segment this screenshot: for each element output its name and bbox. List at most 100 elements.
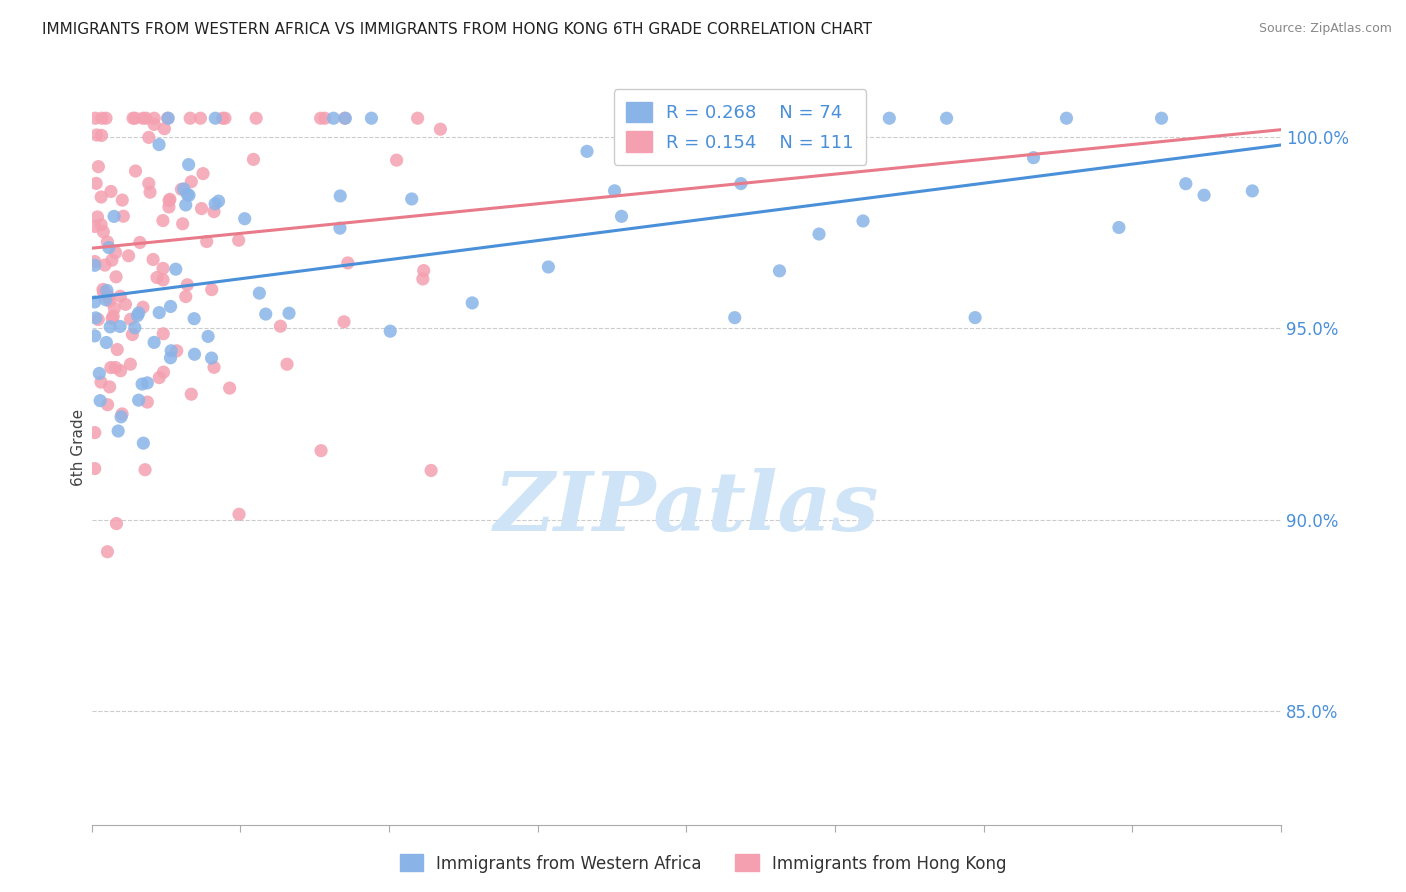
Point [83,425,105,440]
Point [100,185,122,199]
Point [83,295,105,310]
Point [89,393,111,408]
Point [461,296,484,310]
Point [276,357,298,371]
Point [128,306,150,320]
Point [172,217,194,231]
Point [401,192,423,206]
Point [87,160,110,174]
Point [111,193,134,207]
Point [412,263,434,277]
Point [170,182,193,196]
Point [134,463,156,477]
Point [124,320,146,334]
Point [333,112,356,126]
Point [83,461,105,475]
Point [228,508,250,522]
Point [94,258,117,272]
Legend: R = 0.268    N = 74, R = 0.154    N = 111: R = 0.268 N = 74, R = 0.154 N = 111 [613,89,866,165]
Point [124,164,146,178]
Point [143,335,166,350]
Point [333,315,356,329]
Point [1150,112,1173,126]
Point [879,112,901,126]
Point [228,233,250,247]
Point [100,360,122,375]
Point [110,364,132,378]
Point [148,305,170,319]
Point [143,117,166,131]
Point [120,357,142,371]
Point [1056,112,1078,126]
Point [278,306,301,320]
Point [160,343,183,358]
Point [146,270,169,285]
Point [84,112,107,126]
Point [610,210,633,224]
Point [108,319,131,334]
Point [768,264,790,278]
Point [165,262,187,277]
Point [380,324,402,338]
Point [94,293,117,307]
Point [139,185,162,199]
Point [211,112,233,126]
Point [159,300,181,314]
Point [124,112,146,126]
Point [157,200,180,214]
Point [200,351,222,365]
Point [120,312,142,326]
Point [202,204,225,219]
Point [83,254,105,268]
Point [90,190,112,204]
Point [269,319,291,334]
Point [176,187,198,202]
Point [114,297,136,311]
Point [97,290,120,304]
Point [105,343,128,357]
Point [183,347,205,361]
Point [204,112,226,126]
Point [537,260,560,274]
Point [406,112,429,126]
Point [180,175,202,189]
Point [309,443,332,458]
Point [97,241,120,255]
Point [173,182,195,196]
Text: Source: ZipAtlas.com: Source: ZipAtlas.com [1258,22,1392,36]
Point [183,311,205,326]
Point [98,380,121,394]
Point [242,153,264,167]
Point [420,463,443,477]
Point [111,407,134,421]
Point [603,184,626,198]
Point [179,112,201,126]
Point [190,202,212,216]
Point [101,311,124,326]
Point [808,227,831,241]
Point [1192,188,1215,202]
Point [96,235,118,249]
Point [96,284,118,298]
Point [159,351,181,365]
Point [214,112,236,126]
Point [152,326,174,341]
Point [177,188,200,202]
Point [122,112,145,126]
Point [93,225,115,239]
Point [86,128,108,142]
Point [177,158,200,172]
Point [329,189,352,203]
Point [202,360,225,375]
Point [98,319,121,334]
Point [314,112,336,126]
Point [730,177,752,191]
Point [83,219,105,234]
Point [174,198,197,212]
Point [180,387,202,401]
Point [104,245,127,260]
Legend: Immigrants from Western Africa, Immigrants from Hong Kong: Immigrants from Western Africa, Immigran… [394,847,1012,880]
Point [94,112,117,126]
Point [91,282,114,296]
Point [174,289,197,303]
